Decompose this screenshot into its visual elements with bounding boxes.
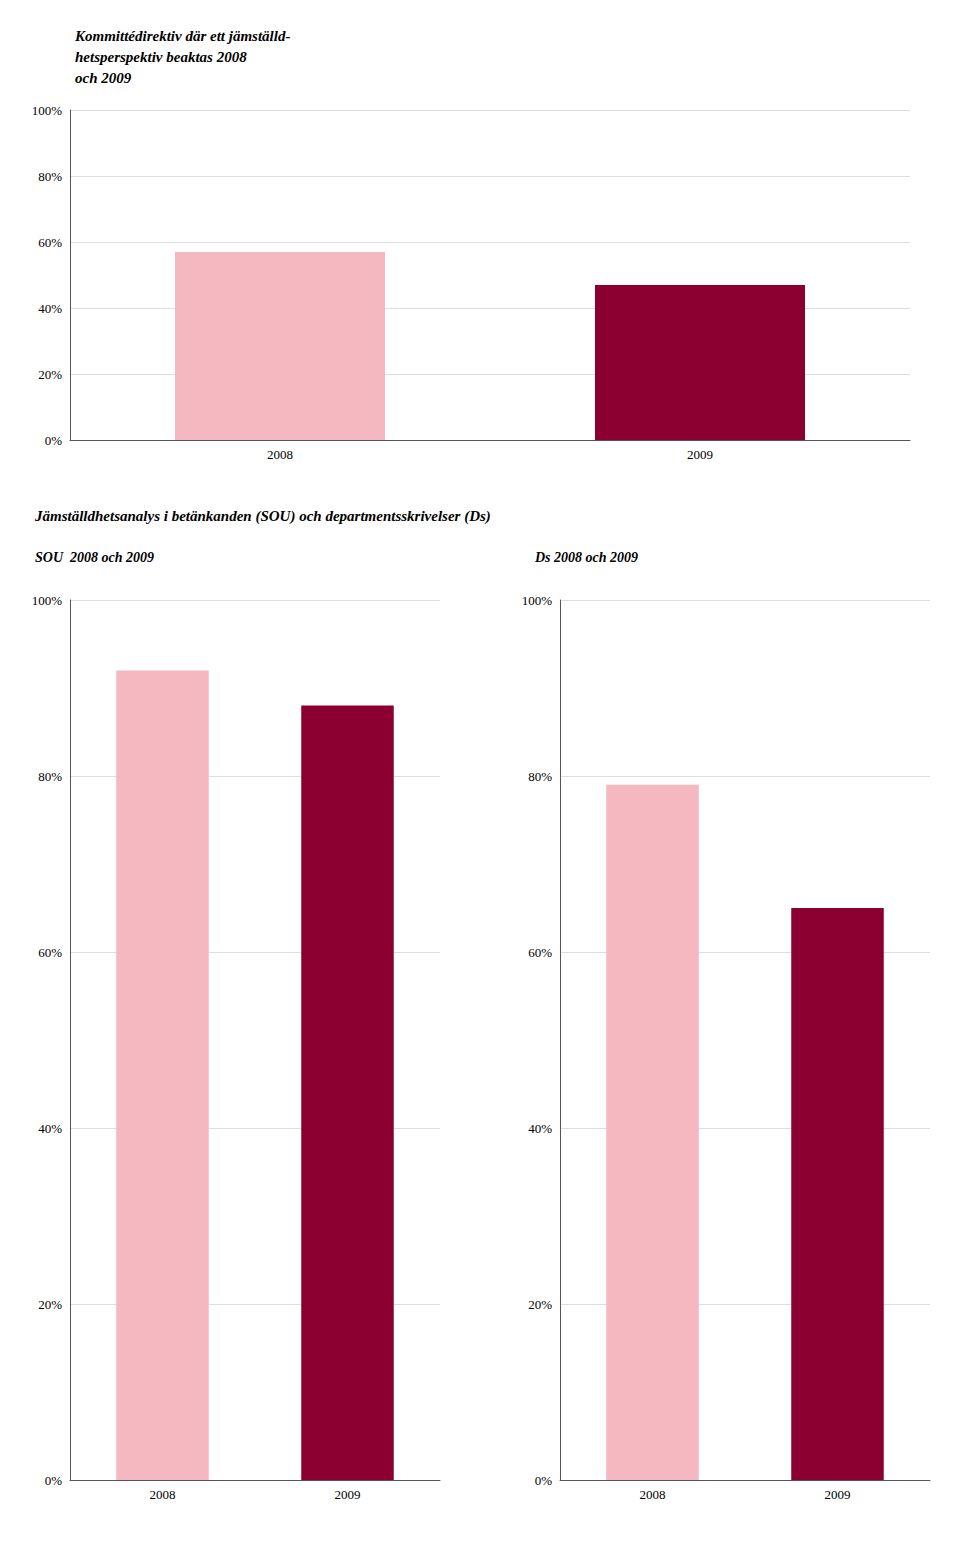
svg-text:80%: 80%	[38, 769, 62, 784]
svg-text:2009: 2009	[825, 1487, 851, 1502]
svg-text:40%: 40%	[528, 1121, 552, 1136]
svg-text:100%: 100%	[32, 103, 63, 118]
svg-text:Ds 2008 och 2009: Ds 2008 och 2009	[534, 550, 638, 565]
svg-text:Kommittédirektiv där ett jämst: Kommittédirektiv där ett jämställd-	[74, 28, 290, 44]
svg-text:hetsperspektiv beaktas 2008: hetsperspektiv beaktas 2008	[75, 49, 247, 65]
svg-text:2008: 2008	[267, 447, 293, 462]
svg-text:80%: 80%	[528, 769, 552, 784]
svg-text:0%: 0%	[45, 433, 63, 448]
svg-text:0%: 0%	[535, 1473, 553, 1488]
svg-text:100%: 100%	[32, 593, 63, 608]
svg-text:2008: 2008	[150, 1487, 176, 1502]
svg-text:Jämställdhetsanalys i betänkan: Jämställdhetsanalys i betänkanden (SOU) …	[34, 508, 491, 525]
svg-text:2009: 2009	[335, 1487, 361, 1502]
svg-text:100%: 100%	[522, 593, 553, 608]
svg-text:40%: 40%	[38, 1121, 62, 1136]
svg-text:och 2009: och 2009	[75, 70, 132, 86]
svg-text:20%: 20%	[38, 1297, 62, 1312]
svg-text:80%: 80%	[38, 169, 62, 184]
svg-text:40%: 40%	[38, 301, 62, 316]
svg-text:2008: 2008	[640, 1487, 666, 1502]
svg-text:20%: 20%	[528, 1297, 552, 1312]
svg-text:SOU 2008 och 2009: SOU 2008 och 2009	[35, 550, 154, 565]
svg-text:2009: 2009	[687, 447, 713, 462]
svg-text:20%: 20%	[38, 367, 62, 382]
svg-text:0%: 0%	[45, 1473, 63, 1488]
svg-text:60%: 60%	[38, 235, 62, 250]
svg-text:60%: 60%	[528, 945, 552, 960]
svg-text:60%: 60%	[38, 945, 62, 960]
